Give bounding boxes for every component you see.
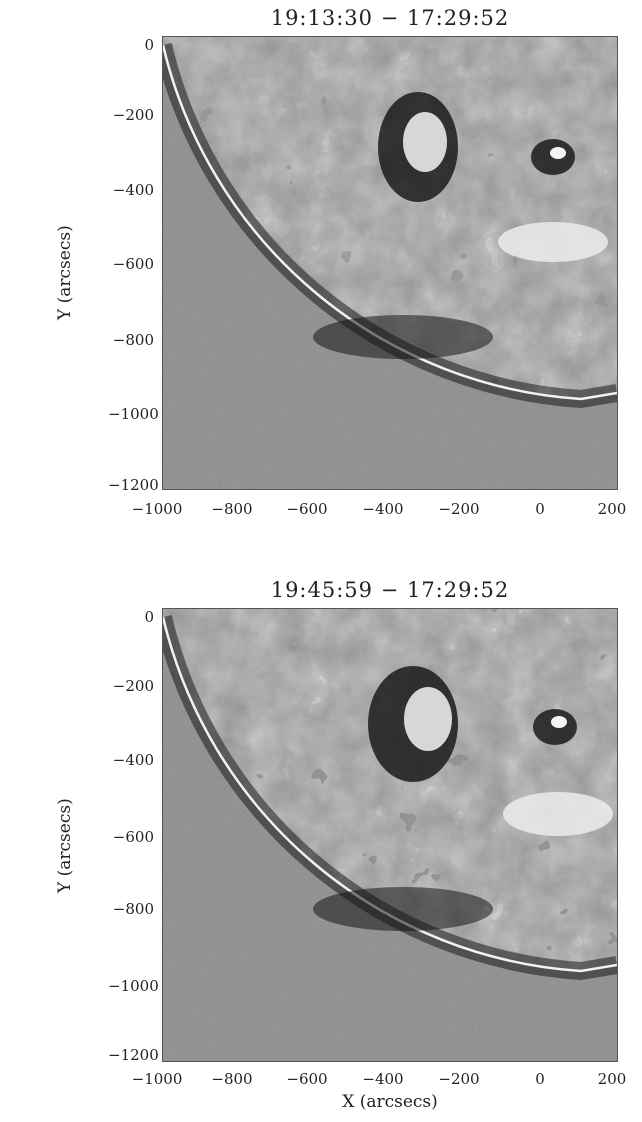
panel-1-xtick-0: −1000: [131, 500, 183, 518]
panel-2-xtick-5: 0: [535, 1070, 545, 1088]
panel-2-ytick-2: −400: [112, 751, 154, 769]
panel-1-solar-image: [162, 36, 618, 490]
panel-2-ytick-1: −200: [112, 677, 154, 695]
panel-2-xtick-4: −200: [438, 1070, 480, 1088]
panel-2-xtick-0: −1000: [131, 1070, 183, 1088]
panel-1-title: 19:13:30 − 17:29:52: [270, 6, 510, 30]
panel-1-ytick-5: −1000: [108, 405, 159, 423]
panel-1-ytick-6: −1200: [108, 476, 159, 494]
panel-2-ytick-3: −600: [112, 828, 154, 846]
panel-1-ytick-2: −400: [112, 181, 154, 199]
panel-1-ylabel: Y (arcsecs): [55, 225, 75, 320]
panel-1-ytick-0: 0: [144, 36, 154, 54]
panel-2-ytick-5: −1000: [108, 977, 159, 995]
panel-2-solar-image: [162, 608, 618, 1062]
panel-1-xtick-6: 200: [597, 500, 627, 518]
panel-1-ytick-4: −800: [112, 331, 154, 349]
panel-1-xtick-3: −400: [362, 500, 404, 518]
panel-1-ytick-1: −200: [112, 106, 154, 124]
panel-1-xtick-4: −200: [438, 500, 480, 518]
panel-2-ylabel: Y (arcsecs): [55, 798, 75, 893]
panel-2-xtick-3: −400: [362, 1070, 404, 1088]
panel-2-xtick-2: −600: [286, 1070, 328, 1088]
panel-2-ytick-0: 0: [144, 608, 154, 626]
panel-1-ytick-3: −600: [112, 255, 154, 273]
panel-1-xtick-2: −600: [286, 500, 328, 518]
panel-1-xtick-5: 0: [535, 500, 545, 518]
panel-2-ytick-6: −1200: [108, 1046, 159, 1064]
panel-1-xtick-1: −800: [211, 500, 253, 518]
panel-2-title: 19:45:59 − 17:29:52: [270, 578, 510, 602]
panel-2-xtick-6: 200: [597, 1070, 627, 1088]
panel-2-xtick-1: −800: [211, 1070, 253, 1088]
panel-2-xlabel: X (arcsecs): [342, 1092, 438, 1112]
panel-2-ytick-4: −800: [112, 900, 154, 918]
